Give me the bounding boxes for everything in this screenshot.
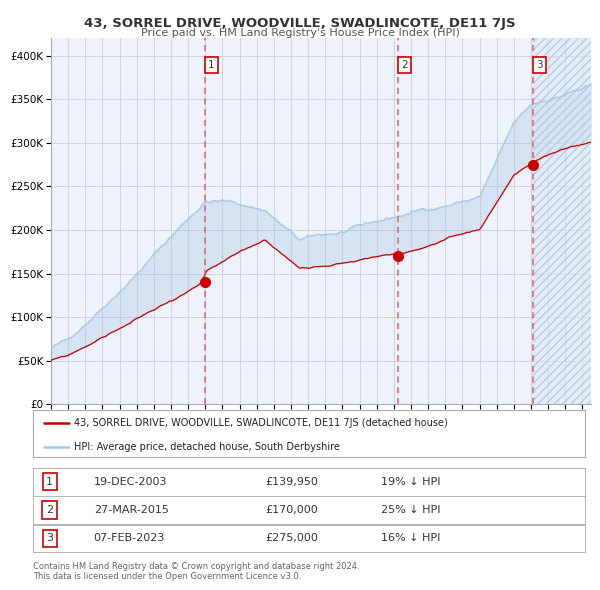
Text: 3: 3 <box>536 60 542 70</box>
Text: 3: 3 <box>46 533 53 543</box>
Text: 2: 2 <box>46 505 53 515</box>
Text: £275,000: £275,000 <box>265 533 318 543</box>
Text: 1: 1 <box>208 60 214 70</box>
Text: £139,950: £139,950 <box>265 477 318 487</box>
Text: 25% ↓ HPI: 25% ↓ HPI <box>381 505 440 515</box>
Text: HPI: Average price, detached house, South Derbyshire: HPI: Average price, detached house, Sout… <box>74 442 340 452</box>
Text: 2: 2 <box>401 60 407 70</box>
Text: 16% ↓ HPI: 16% ↓ HPI <box>381 533 440 543</box>
Text: 19% ↓ HPI: 19% ↓ HPI <box>381 477 440 487</box>
Text: 43, SORREL DRIVE, WOODVILLE, SWADLINCOTE, DE11 7JS (detached house): 43, SORREL DRIVE, WOODVILLE, SWADLINCOTE… <box>74 418 448 428</box>
Text: 27-MAR-2015: 27-MAR-2015 <box>94 505 169 515</box>
Text: Contains HM Land Registry data © Crown copyright and database right 2024.
This d: Contains HM Land Registry data © Crown c… <box>33 562 359 581</box>
Bar <box>533 38 591 404</box>
Text: 43, SORREL DRIVE, WOODVILLE, SWADLINCOTE, DE11 7JS: 43, SORREL DRIVE, WOODVILLE, SWADLINCOTE… <box>84 17 516 30</box>
Text: 1: 1 <box>46 477 53 487</box>
Text: £170,000: £170,000 <box>265 505 317 515</box>
Text: Price paid vs. HM Land Registry's House Price Index (HPI): Price paid vs. HM Land Registry's House … <box>140 28 460 38</box>
Text: 07-FEB-2023: 07-FEB-2023 <box>94 533 165 543</box>
Bar <box>533 38 591 404</box>
Text: 19-DEC-2003: 19-DEC-2003 <box>94 477 167 487</box>
